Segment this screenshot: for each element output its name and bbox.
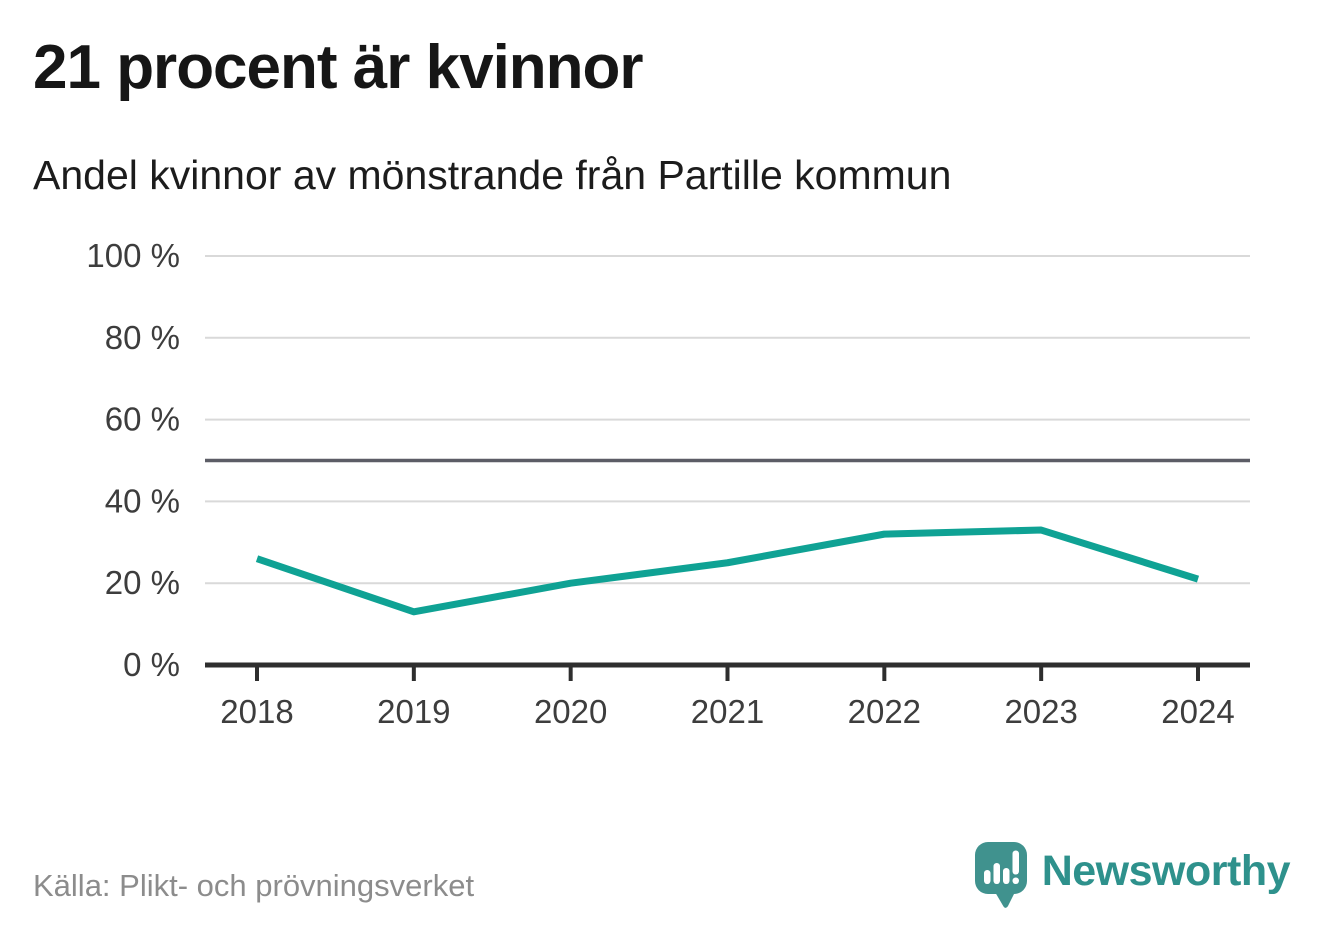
newsworthy-chat-chart-icon bbox=[974, 842, 1027, 908]
logo-exclamation-bar bbox=[1012, 850, 1019, 875]
chart-subtitle: Andel kvinnor av mönstrande från Partill… bbox=[33, 152, 952, 198]
x-axis-label: 2019 bbox=[377, 693, 450, 730]
newsworthy-wordmark: Newsworthy bbox=[1041, 846, 1291, 895]
x-axis-label: 2021 bbox=[691, 693, 764, 730]
y-axis-label: 20 % bbox=[105, 564, 180, 601]
y-axis-label: 80 % bbox=[105, 319, 180, 356]
chart-title: 21 procent är kvinnor bbox=[33, 33, 644, 102]
logo-bubble bbox=[974, 842, 1027, 894]
y-axis-label: 0 % bbox=[123, 646, 180, 683]
x-axis-label: 2023 bbox=[1004, 693, 1077, 730]
newsworthy-logo: Newsworthy bbox=[974, 842, 1291, 910]
source-caption: Källa: Plikt- och prövningsverket bbox=[33, 868, 475, 903]
x-axis-label: 2022 bbox=[848, 693, 921, 730]
x-axis-label: 2020 bbox=[534, 693, 607, 730]
x-axis-label: 2024 bbox=[1161, 693, 1234, 730]
logo-bar-3 bbox=[1002, 868, 1010, 884]
y-axis-label: 60 % bbox=[105, 401, 180, 438]
logo-bar-1 bbox=[983, 870, 991, 884]
logo-bubble-tail bbox=[994, 892, 1015, 908]
y-axis-label: 100 % bbox=[86, 237, 180, 274]
logo-bar-2 bbox=[993, 863, 1000, 884]
y-axis-label: 40 % bbox=[105, 482, 180, 519]
trend-line bbox=[255, 526, 1200, 616]
x-axis-label: 2018 bbox=[220, 693, 293, 730]
logo-exclamation-dot bbox=[1012, 877, 1019, 884]
